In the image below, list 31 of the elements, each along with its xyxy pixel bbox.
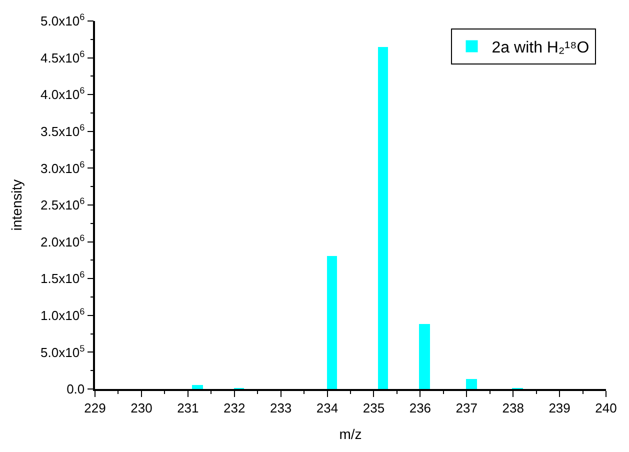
bar	[378, 47, 388, 389]
x-tick-label: 234	[316, 400, 338, 416]
x-tick-label: 240	[595, 400, 617, 416]
y-tick-label: 5.0x10$^{5}$	[40, 343, 85, 360]
y-tick-label: 3.5x10$^{6}$	[40, 122, 85, 139]
x-tick-label: 231	[177, 400, 199, 416]
x-tick-label: 238	[502, 400, 524, 416]
bar	[466, 379, 477, 389]
x-tick-label: 230	[130, 400, 152, 416]
x-tick-label: 236	[409, 400, 432, 416]
y-tick-label: 1.0x10$^{6}$	[40, 306, 85, 323]
bar	[192, 385, 203, 389]
x-tick-label: 233	[270, 400, 292, 416]
y-tick-label: 4.5x10$^{6}$	[40, 48, 85, 66]
legend-label: 2a with H₂¹⁸O	[492, 40, 590, 56]
x-tick-label: 232	[224, 400, 246, 416]
x-tick-label: 235	[362, 400, 385, 416]
y-tick-label: 5.0x10$^{6}$	[40, 12, 85, 29]
x-tick-label: 239	[548, 400, 570, 416]
bar	[327, 256, 337, 389]
y-axis-title: intensity	[8, 179, 25, 231]
y-tick-label: 0.0	[66, 382, 85, 397]
y-tick-label: 3.0x10$^{6}$	[40, 159, 85, 176]
bar	[419, 324, 430, 389]
x-axis-title: m/z	[339, 426, 362, 442]
x-tick-label: 237	[456, 400, 478, 416]
y-tick-label: 2.5x10$^{6}$	[40, 196, 85, 213]
y-tick-label: 2.0x10$^{6}$	[40, 232, 85, 250]
y-tick-label: 4.0x10$^{6}$	[40, 86, 85, 102]
x-tick-label: 229	[84, 400, 106, 416]
y-tick-label: 1.5x10$^{6}$	[40, 270, 85, 286]
